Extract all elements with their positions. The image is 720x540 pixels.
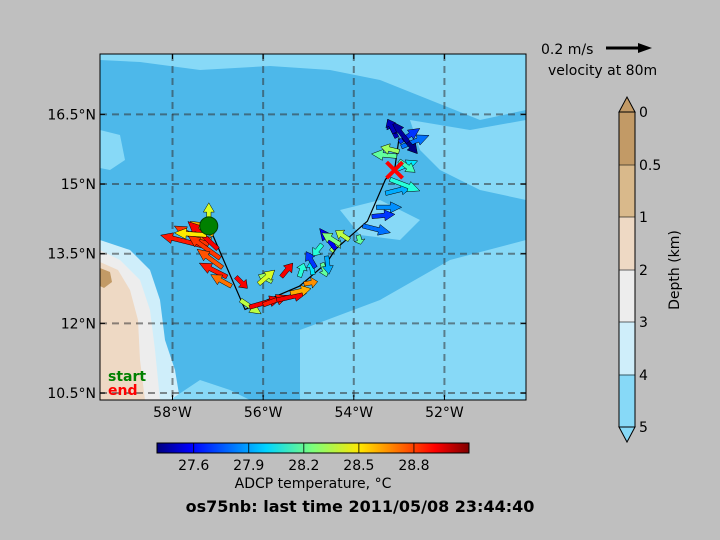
temperature-colorbar-ticks: 27.6 27.9 28.2 28.5 28.8 (178, 443, 430, 474)
velocity-vector (388, 176, 421, 192)
velocity-vector (289, 284, 312, 297)
temp-tick-label-0: 27.6 (178, 458, 209, 474)
chart-title: os75nb: last time 2011/05/08 23:44:40 (186, 497, 535, 516)
temp-tick-label-2: 28.2 (288, 458, 319, 474)
temperature-colorbar (156, 442, 470, 454)
depth-colorbar-segment-1 (619, 164, 635, 217)
depth-colorbar-segment-2 (619, 217, 635, 270)
scale-sublabel: velocity at 80m (548, 63, 657, 79)
velocity-vector (210, 274, 233, 289)
velocity-vector (370, 149, 398, 161)
scale-speed-label: 0.2 m/s (541, 42, 593, 58)
axis-ticks: 58°W 56°W 54°W 52°W 16.5°N 15°N 13.5°N 12°N 10.5… (47, 54, 526, 421)
velocity-vector (256, 269, 276, 286)
depth-colorbar-bottom-cap (618, 426, 636, 444)
depth-tick-label-4: 3 (639, 315, 648, 331)
depth-tick-label-5: 4 (639, 368, 648, 384)
depth-colorbar-segment-3 (619, 269, 635, 322)
map-frame (99, 53, 527, 401)
x-tick-label-3: 52°W (425, 405, 464, 421)
legend-end: end (108, 383, 137, 399)
depth-colorbar-segment-0 (619, 112, 635, 165)
depth-tick-label-0: 0 (639, 105, 648, 121)
depth-colorbar-label: Depth (km) (667, 230, 683, 310)
start-marker (199, 216, 219, 236)
depth-tick-label-6: 5 (639, 420, 648, 436)
velocity-vector (321, 232, 342, 247)
velocity-vector (173, 227, 207, 240)
velocity-vector (303, 276, 319, 289)
y-tick-label-3: 12°N (61, 316, 96, 332)
velocity-vector (376, 201, 403, 214)
depth-colorbar: 0 0.5 1 2 3 4 5 (618, 95, 661, 444)
grid-lines (100, 54, 526, 400)
velocity-vector (187, 234, 222, 261)
velocity-vector (385, 118, 397, 135)
temp-tick-label-4: 28.8 (398, 458, 429, 474)
depth-colorbar-segment-5 (619, 374, 635, 427)
temp-tick-label-1: 27.9 (233, 458, 264, 474)
velocity-vector (279, 262, 294, 279)
map-background (100, 54, 526, 400)
depth-tick-label-3: 2 (639, 263, 648, 279)
depth-colorbar-top-cap (618, 95, 636, 113)
depth-tick-label-1: 0.5 (639, 158, 661, 174)
x-tick-label-1: 56°W (244, 405, 283, 421)
x-tick-label-2: 54°W (334, 405, 373, 421)
velocity-vectors (159, 118, 430, 315)
y-tick-label-4: 10.5°N (47, 386, 96, 402)
velocity-vector (353, 234, 366, 245)
velocity-vector (296, 262, 308, 278)
depth-tick-label-2: 1 (639, 210, 648, 226)
legend-start: start (108, 369, 146, 385)
velocity-vector (312, 242, 325, 257)
velocity-vector (361, 223, 392, 236)
y-tick-label-1: 15°N (61, 177, 96, 193)
track-markers (199, 160, 404, 236)
y-tick-label-2: 13.5°N (47, 247, 96, 263)
x-tick-label-0: 58°W (153, 405, 192, 421)
depth-colorbar-segment-4 (619, 322, 635, 375)
y-tick-label-0: 16.5°N (47, 107, 96, 123)
velocity-vector (371, 209, 396, 222)
velocity-vector (321, 255, 334, 275)
temp-tick-label-3: 28.5 (343, 458, 374, 474)
velocity-vector (234, 275, 248, 289)
velocity-vector (335, 229, 351, 242)
temperature-colorbar-label: ADCP temperature, °C (235, 476, 392, 492)
velocity-vector (380, 143, 400, 155)
velocity-vector (196, 248, 225, 270)
end-marker (385, 160, 404, 180)
scale-arrow (606, 43, 652, 53)
